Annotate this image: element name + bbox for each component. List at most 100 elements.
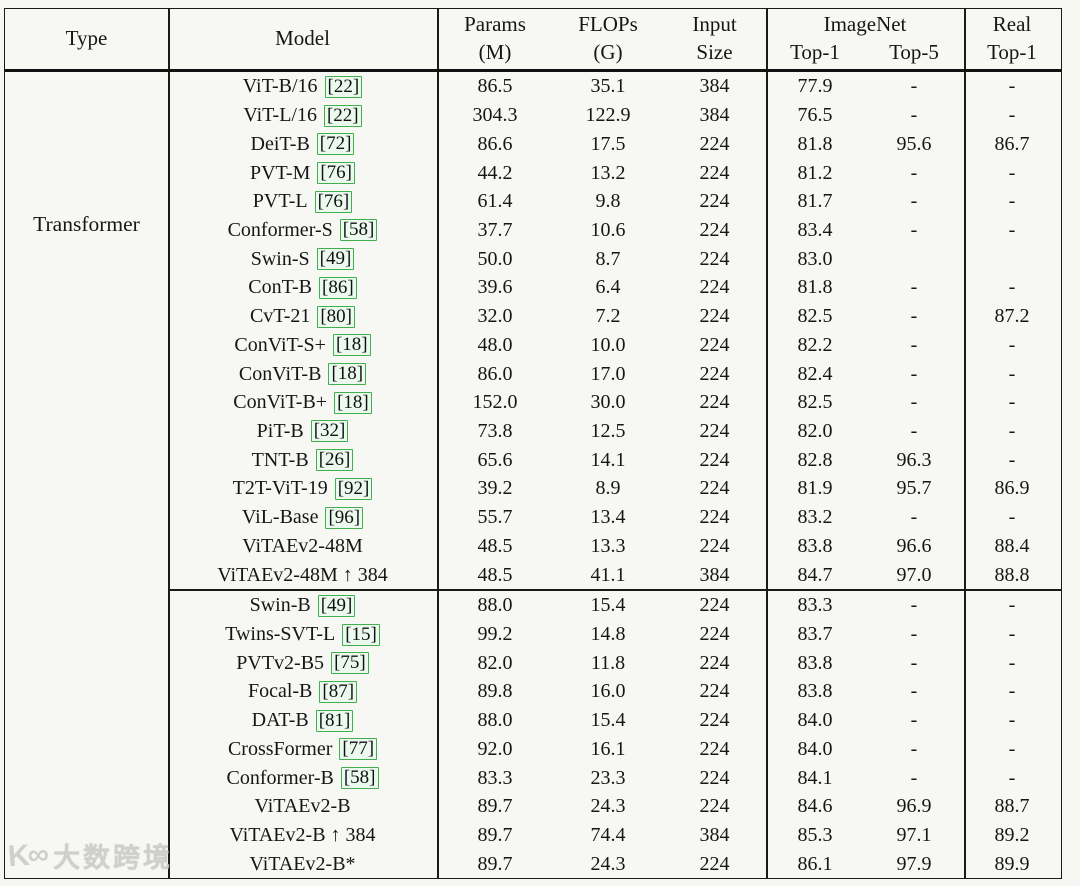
cell-top1: 83.2 [797,506,833,529]
citation-box[interactable]: [58] [340,767,379,790]
model-name: ConViT-B+ [233,391,328,414]
citation-box[interactable]: [81] [315,709,354,732]
table-row: ConViT-B [18] 86.0 17.0 224 82.4 - - [5,360,1061,389]
cell-input: 224 [699,419,730,442]
column-rule-input [766,9,768,878]
citation-box[interactable]: [77] [339,738,378,761]
cell-top1: 82.8 [797,448,833,471]
cell-model: TNT-B [26] [168,449,437,472]
cell-top5: - [910,190,918,213]
cell-real: 86.7 [994,132,1030,155]
cell-flops: 10.6 [590,218,626,241]
cell-model: ViTAEv2-B [168,795,437,818]
model-name: ViTAEv2-B* [249,852,356,875]
cell-top5: - [910,623,918,646]
table-header: Type Model Params (M) FLOPs (G) Input Si… [5,9,1061,72]
citation-box[interactable]: [72] [316,133,355,156]
cell-flops: 14.8 [590,623,626,646]
cell-params: 89.7 [477,795,513,818]
citation-box[interactable]: [96] [325,506,364,529]
cell-top5: - [910,506,918,529]
table-row: ViTAEv2-B* 89.7 24.3 224 86.1 97.9 89.9 [5,850,1061,879]
table-row: DeiT-B [72] 86.6 17.5 224 81.8 95.6 86.7 [5,130,1061,159]
cell-real: - [1008,766,1016,789]
cell-real: - [1008,75,1016,98]
cell-model: ConViT-B+ [18] [168,391,437,414]
cell-real: - [1008,448,1016,471]
cell-params: 86.0 [477,362,513,385]
table-row: PVT-M [76] 44.2 13.2 224 81.2 - - [5,159,1061,188]
cell-input: 224 [699,161,730,184]
cell-input: 224 [699,594,730,617]
citation-box[interactable]: [22] [324,75,363,98]
cell-top5: 97.9 [896,852,932,875]
citation-box[interactable]: [75] [331,652,369,675]
cell-flops: 14.1 [590,448,626,471]
model-name: PVT-M [249,161,311,184]
table-row: PiT-B [32] 73.8 12.5 224 82.0 - - [5,417,1061,446]
table-row: ConT-B [86] 39.6 6.4 224 81.8 - - [5,274,1061,303]
model-name: PiT-B [256,419,304,442]
cell-input: 224 [699,766,730,789]
cell-input: 224 [699,534,730,557]
cell-params: 39.6 [477,276,513,299]
type-label-transformer: Transformer [33,212,140,236]
cell-params: 82.0 [477,651,513,674]
cell-input: 224 [699,218,730,241]
cell-flops: 10.0 [590,333,626,356]
cell-top1: 83.0 [797,247,833,270]
citation-box[interactable]: [18] [334,391,372,414]
cell-params: 92.0 [477,737,513,760]
cell-top5: - [910,305,918,328]
cell-real: - [1008,623,1016,646]
cell-top1: 83.7 [797,623,833,646]
citation-box[interactable]: [26] [315,449,354,472]
table-row: Swin-S [49] 50.0 8.7 224 83.0 [5,245,1061,274]
citation-box[interactable]: [49] [317,594,356,617]
cell-model: ViTAEv2-B* [168,853,437,876]
cell-input: 224 [699,333,730,356]
table-row: ViT-B/16 [22] 86.5 35.1 384 77.9 - - [5,73,1061,102]
cell-flops: 13.4 [590,506,626,529]
model-name: ConViT-B [238,362,322,385]
citation-box[interactable]: [86] [319,276,357,299]
cell-input: 224 [699,448,730,471]
cell-top1: 77.9 [797,75,833,98]
cell-top1: 83.4 [797,218,833,241]
citation-box[interactable]: [18] [332,334,371,357]
citation-box[interactable]: [49] [316,248,355,271]
cell-params: 48.0 [477,333,513,356]
cell-params: 73.8 [477,419,513,442]
model-name: Focal-B [247,680,313,703]
citation-box[interactable]: [80] [317,305,356,328]
cell-input: 224 [699,680,730,703]
citation-box[interactable]: [22] [323,104,362,127]
citation-box[interactable]: [32] [310,420,349,443]
citation-box[interactable]: [58] [339,219,378,242]
cell-params: 50.0 [477,247,513,270]
cell-model: ViL-Base [96] [168,506,437,529]
table-row: CrossFormer [77] 92.0 16.1 224 84.0 - - [5,735,1061,764]
cell-top1: 86.1 [797,852,833,875]
cell-top1: 81.8 [797,276,833,299]
cell-top1: 83.3 [797,594,833,617]
cell-top1: 84.0 [797,709,833,732]
cell-params: 65.6 [477,448,513,471]
citation-box[interactable]: [18] [328,363,367,386]
table-row: Swin-B [49] 88.0 15.4 224 83.3 - - [5,591,1061,620]
citation-box[interactable]: [15] [342,623,380,646]
citation-box[interactable]: [76] [314,190,353,213]
cell-real: - [1008,104,1016,127]
cell-model: T2T-ViT-19 [92] [168,477,437,500]
citation-box[interactable]: [92] [334,477,373,500]
cell-real: - [1008,680,1016,703]
cell-params: 83.3 [477,766,513,789]
cell-input: 224 [699,651,730,674]
citation-box[interactable]: [76] [317,162,356,185]
cell-top5: - [910,419,918,442]
model-name: ConViT-S+ [234,333,326,356]
citation-box[interactable]: [87] [319,680,358,703]
model-name: Swin-B [249,594,311,617]
watermark: K∞ 大数跨境 [7,836,173,875]
cell-input: 224 [699,132,730,155]
